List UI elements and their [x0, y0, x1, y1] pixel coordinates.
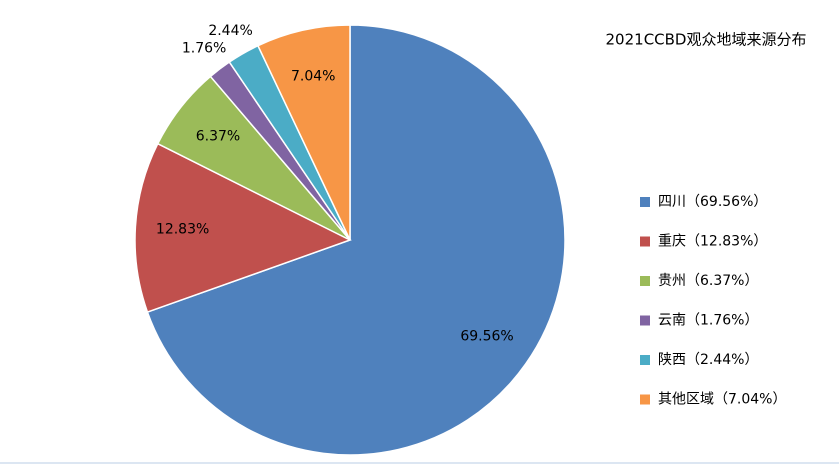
- data-label: 2.44%: [208, 23, 252, 39]
- pie-slice: [146, 24, 566, 456]
- legend-swatch: [640, 315, 650, 326]
- legend-swatch: [640, 394, 650, 405]
- chart-title: 2021CCBD观众地域来源分布: [606, 31, 807, 49]
- legend-swatch: [640, 355, 650, 365]
- legend-label: 陕西（2.44%）: [658, 352, 758, 368]
- legend-label: 重庆（12.83%）: [658, 234, 767, 250]
- legend-label: 其他区域（7.04%）: [658, 392, 786, 408]
- data-label: 12.83%: [156, 222, 209, 238]
- legend-swatch: [640, 236, 650, 247]
- legend-swatch: [640, 276, 650, 286]
- legend-label: 云南（1.76%）: [658, 313, 758, 329]
- data-label: 6.37%: [196, 129, 240, 145]
- data-label: 69.56%: [460, 329, 513, 345]
- legend-label: 四川（69.56%）: [658, 194, 767, 210]
- pie-slice: [134, 142, 352, 314]
- legend-swatch: [640, 197, 650, 207]
- data-label: 7.04%: [291, 68, 335, 84]
- legend-label: 贵州（6.37%）: [658, 273, 758, 289]
- data-label: 1.76%: [182, 40, 226, 56]
- pie-slice: [256, 24, 351, 241]
